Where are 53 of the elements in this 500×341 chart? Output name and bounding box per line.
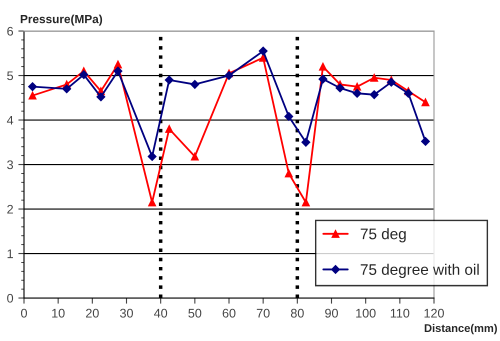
- x-tick-label: 50: [188, 308, 202, 318]
- point: [318, 74, 328, 84]
- point: [302, 198, 310, 206]
- point: [165, 124, 174, 133]
- point: [352, 88, 362, 98]
- x-tick-label: 80: [290, 308, 304, 318]
- y-tick-label: 4: [6, 116, 14, 125]
- x-tick-label: 0: [21, 308, 27, 318]
- x-tick-label: 120: [424, 308, 444, 318]
- point: [114, 60, 122, 68]
- point: [114, 66, 122, 76]
- x-tick-label: 40: [154, 308, 168, 318]
- point: [284, 169, 293, 178]
- point: [404, 88, 413, 98]
- legend-label: 75 degree with oil: [360, 264, 479, 278]
- point: [370, 74, 378, 82]
- y-tick-label: 5: [7, 71, 14, 80]
- point: [79, 70, 88, 80]
- point: [190, 152, 199, 161]
- point: [164, 76, 174, 84]
- point: [224, 71, 234, 80]
- point: [370, 90, 379, 100]
- point: [301, 138, 310, 147]
- x-tick-label: 20: [86, 308, 99, 318]
- x-axis-title: Distance(mm): [424, 324, 497, 334]
- x-tick-label: 100: [356, 308, 376, 318]
- y-tick-label: 2: [7, 204, 13, 214]
- point: [148, 152, 157, 161]
- y-tick-label: 0: [7, 294, 14, 303]
- point: [421, 136, 430, 146]
- y-tick-label: 6: [7, 26, 14, 36]
- x-tick-label: 110: [390, 308, 410, 318]
- y-tick-label: 1: [8, 249, 13, 258]
- legend-label: 75 deg: [360, 228, 406, 242]
- point: [318, 62, 327, 71]
- point: [284, 112, 294, 121]
- point: [28, 92, 37, 100]
- point: [258, 46, 268, 56]
- point: [148, 198, 156, 206]
- point: [62, 84, 72, 94]
- x-tick-label: 90: [325, 308, 338, 318]
- point: [28, 82, 37, 92]
- point: [190, 80, 200, 89]
- point: [96, 92, 106, 102]
- point: [386, 78, 396, 87]
- x-tick-label: 10: [52, 308, 65, 318]
- point: [421, 98, 430, 106]
- y-axis-title: Pressure(MPa): [20, 14, 102, 26]
- y-tick-label: 3: [7, 160, 14, 170]
- point: [336, 84, 344, 92]
- x-tick-label: 30: [120, 308, 133, 318]
- x-tick-label: 70: [256, 308, 270, 318]
- x-tick-label: 60: [222, 308, 236, 318]
